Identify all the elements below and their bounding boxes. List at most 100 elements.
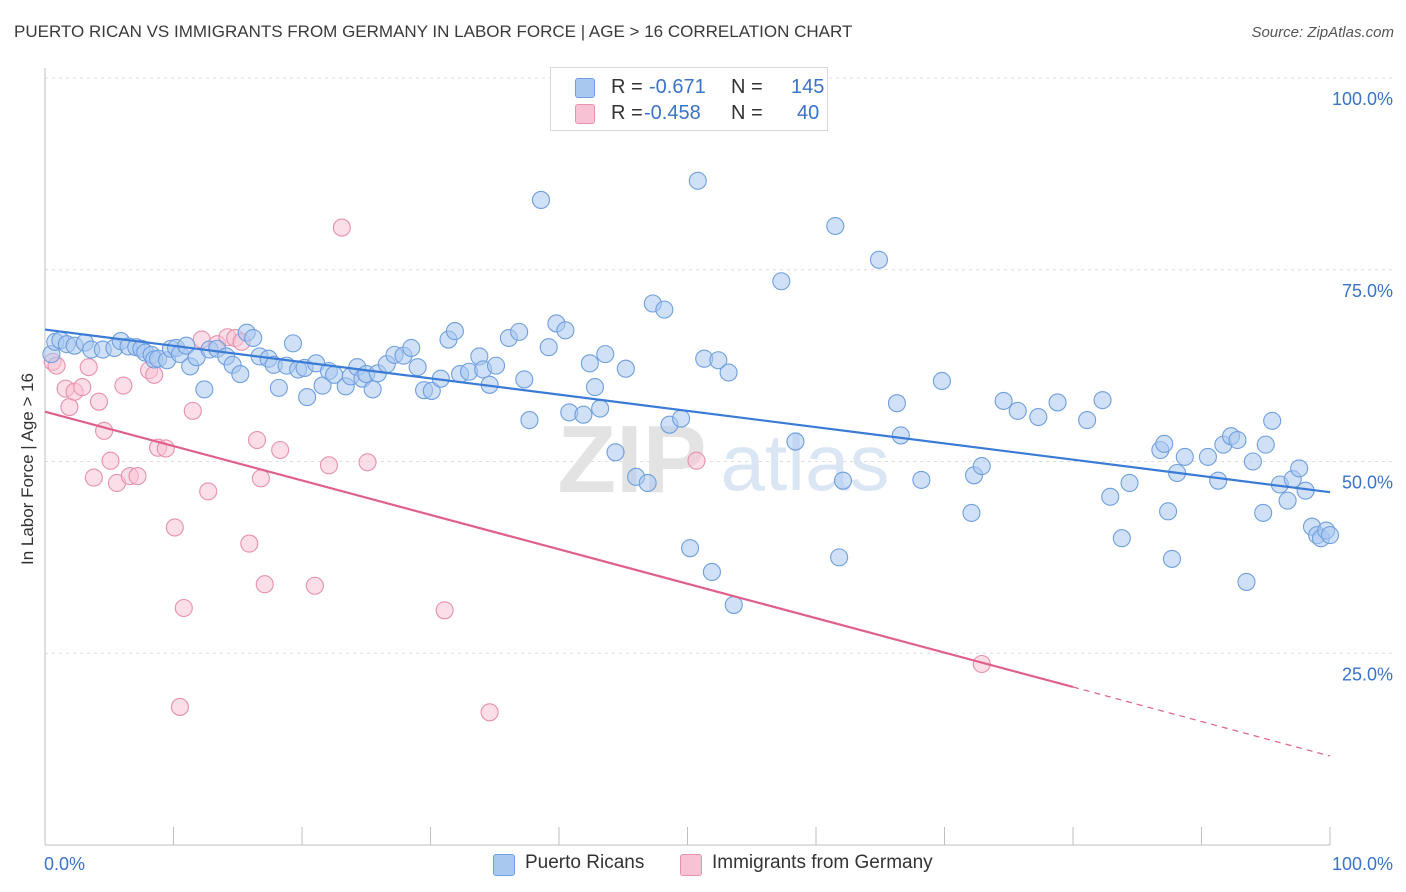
germany-point (165, 518, 184, 537)
legend-n-value: 40 (797, 102, 820, 124)
germany-point (89, 392, 109, 411)
puerto-rican-point (1263, 411, 1282, 430)
puerto-rican-point (1237, 572, 1256, 591)
puerto-rican-point (962, 503, 981, 522)
germany-point (79, 358, 98, 377)
puerto-rican-point (772, 272, 791, 291)
puerto-rican-point (1155, 434, 1174, 453)
puerto-rican-point (539, 338, 558, 357)
puerto-rican-point (1243, 452, 1262, 471)
germany-point (480, 703, 499, 722)
puerto-rican-point (887, 394, 907, 413)
puerto-rican-point (1029, 407, 1048, 427)
puerto-rican-point (486, 356, 506, 375)
y-tick-label: 100.0% (1332, 89, 1393, 109)
puerto-rican-point (231, 365, 250, 384)
puerto-rican-point (786, 432, 805, 451)
puerto-rican-point (655, 300, 674, 319)
germany-point (170, 697, 189, 716)
puerto-rican-point (1112, 529, 1131, 548)
puerto-rican-point (408, 358, 427, 377)
puerto-rican-point (972, 457, 991, 476)
puerto-rican-point (574, 405, 593, 424)
puerto-rican-point (1290, 459, 1309, 478)
puerto-rican-point (1048, 393, 1067, 412)
correlation-legend: R = -0.671 N = 145 R = -0.458 N = 40 (550, 67, 828, 131)
germany-point (251, 469, 270, 488)
puerto-rican-point (520, 411, 539, 430)
legend-swatch-blue (575, 78, 595, 98)
puerto-rican-point (869, 250, 889, 269)
legend-r-value: -0.671 (649, 76, 706, 98)
puerto-rican-point (244, 328, 263, 348)
y-tick-label: 75.0% (1342, 281, 1393, 301)
puerto-rican-point (932, 371, 951, 391)
bottom-legend-label: Immigrants from Germany (712, 852, 933, 873)
germany-point (128, 467, 147, 486)
puerto-rican-point (702, 562, 721, 581)
legend-r-value: -0.458 (644, 102, 701, 124)
puerto-rican-point (596, 345, 615, 364)
puerto-rican-point (994, 391, 1013, 410)
trend-lines (44, 328, 1331, 757)
puerto-rican-point (422, 381, 441, 400)
puerto-rican-point (556, 321, 575, 340)
germany-point (271, 440, 290, 460)
bottom-legend-swatch-blue (493, 854, 515, 876)
puerto-rican-point (1254, 503, 1273, 522)
puerto-rican-point (719, 363, 738, 382)
puerto-rican-point (515, 370, 534, 389)
germany-point (255, 575, 274, 594)
y-axis-label: In Labor Force | Age > 16 (18, 372, 37, 565)
puerto-rican-point (195, 380, 214, 399)
germany-point (73, 378, 92, 397)
germany-point (358, 453, 377, 472)
puerto-rican-point (402, 338, 421, 358)
germany-point (199, 482, 218, 501)
trend-line-germany (44, 410, 1074, 689)
germany-point (183, 401, 202, 420)
puerto-rican-point (363, 380, 382, 399)
x-tick-label: 100.0% (1332, 854, 1393, 874)
puerto-rican-point (709, 351, 728, 370)
germany-point (84, 468, 103, 487)
puerto-rican-point (830, 548, 849, 567)
puerto-rican-point (1278, 491, 1297, 510)
legend-n-label: N = (731, 102, 763, 124)
puerto-rican-point (1101, 487, 1120, 506)
y-tick-label: 25.0% (1342, 664, 1393, 684)
tick-labels: 25.0% 50.0% 75.0% 100.0% 0.0% 100.0% (44, 89, 1393, 874)
puerto-rican-point (912, 470, 931, 489)
germany-point (332, 218, 351, 237)
puerto-rican-point (606, 443, 625, 462)
watermark-atlas: atlas (721, 418, 890, 507)
trend-line-puerto-rican (44, 328, 1331, 494)
puerto-rican-point (1198, 447, 1217, 466)
puerto-rican-point (724, 595, 743, 614)
legend-r-label: R = (611, 76, 643, 98)
puerto-rican-point (1078, 411, 1097, 430)
puerto-rican-point (1159, 502, 1178, 521)
germany-point (101, 451, 120, 470)
puerto-rican-point (891, 426, 910, 445)
germany-point (305, 576, 324, 595)
puerto-rican-point (445, 322, 464, 341)
series-puerto-rican-points (42, 171, 1340, 614)
trend-line-germany-extension (1072, 686, 1331, 757)
puerto-rican-point (298, 388, 317, 407)
puerto-rican-point (283, 334, 303, 353)
puerto-rican-point (1093, 391, 1112, 410)
germany-point (114, 376, 133, 395)
germany-point (247, 430, 267, 450)
source-text: Source: ZipAtlas.com (1251, 24, 1394, 41)
germany-point (319, 456, 339, 475)
puerto-rican-point (591, 399, 610, 418)
puerto-rican-point (585, 378, 605, 397)
germany-point (435, 601, 454, 620)
axes (44, 68, 1331, 846)
puerto-rican-point (638, 473, 657, 493)
puerto-rican-point (269, 378, 288, 397)
puerto-rican-point (1120, 473, 1139, 493)
puerto-rican-point (688, 171, 707, 190)
